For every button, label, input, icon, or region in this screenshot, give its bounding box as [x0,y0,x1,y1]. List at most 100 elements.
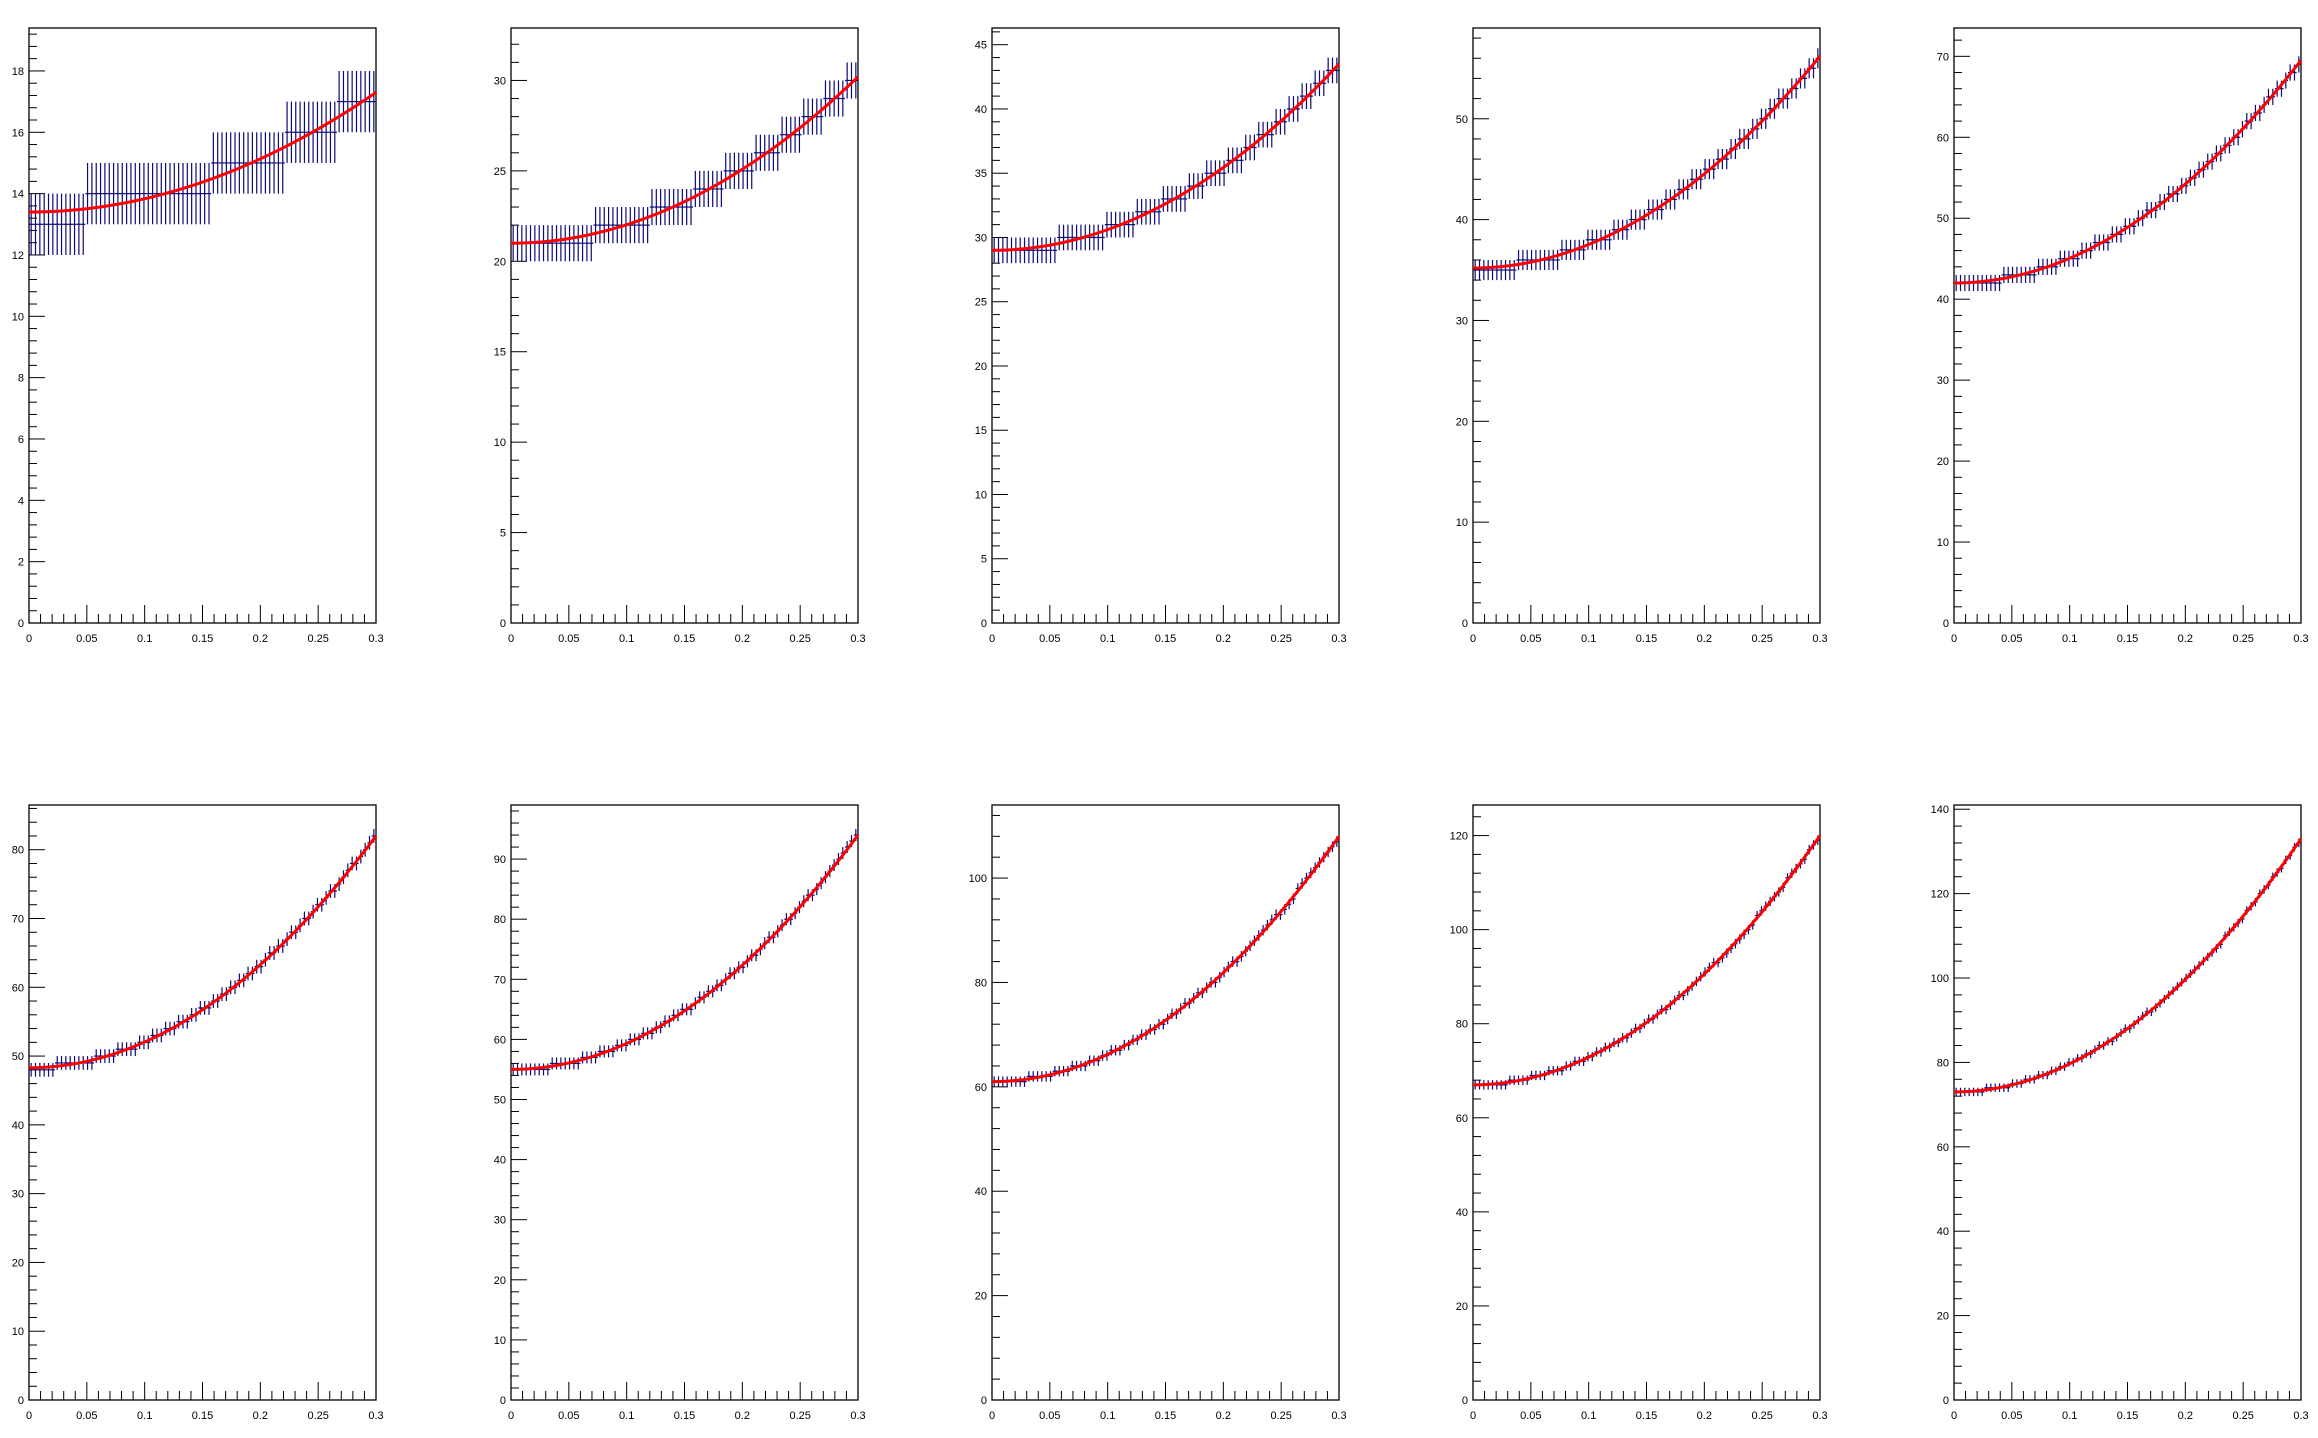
x-tick-label: 0.1 [2062,633,2077,645]
plot-frame [28,27,377,624]
fit-curve [510,834,860,1071]
y-tick-label: 60 [1937,1142,1949,1154]
y-tick-label: 30 [1456,315,1468,327]
y-tick-label: 30 [1937,375,1949,387]
fit-curve [1953,837,2303,1094]
chart-panel-2: 0 5 10 15 20 25 30 0 0.05 0.1 0.15 0.2 0.25 0.3 [494,27,866,645]
plot-frame [991,804,1340,1401]
x-tick-label: 0.25 [1751,1410,1772,1422]
fit-curve [1472,55,1822,270]
y-tick-label: 10 [1937,537,1949,549]
y-tick-label: 60 [1456,1113,1468,1125]
y-tick-label: 20 [1456,416,1468,428]
y-tick-label: 25 [975,297,987,309]
y-tick-label: 20 [12,1257,24,1269]
y-tick-label: 2 [18,557,24,569]
x-tick-label: 0.2 [735,633,750,645]
y-tick-label: 14 [12,189,24,201]
x-tick-label: 0.1 [619,633,634,645]
x-tick-label: 0.25 [1270,1410,1291,1422]
y-tick-label: 40 [1456,215,1468,227]
y-tick-label: 5 [500,528,506,540]
x-tick-label: 0.05 [1039,1410,1060,1422]
y-tick-label: 0 [1943,1395,1949,1407]
plot-frame [28,804,377,1401]
x-tick-label: 0.3 [368,633,383,645]
chart-panel-7: 0 10 20 30 40 50 60 70 80 90 0 0.05 0.1 0.15 0.2 0.25 0.… [494,804,866,1422]
x-tick-label: 0 [989,1410,995,1422]
y-tick-label: 30 [975,232,987,244]
y-tick-label: 10 [494,437,506,449]
y-tick-label: 40 [975,104,987,116]
plot-frame [1953,804,2302,1401]
x-tick-label: 0.15 [2117,633,2138,645]
x-tick-label: 0.2 [1697,633,1712,645]
x-tick-label: 0 [1470,633,1476,645]
y-tick-label: 20 [975,1291,987,1303]
x-tick-label: 0 [26,633,32,645]
chart-panel-9: 0 20 40 60 80 100 120 0 0.05 0.1 0.15 0.2 0.25 0.3 [1450,804,1828,1422]
y-tick-label: 80 [975,977,987,989]
y-tick-label: 60 [975,1082,987,1094]
y-tick-label: 100 [1931,973,1949,985]
chart-panel-4: 0 10 20 30 40 50 0 0.05 0.1 0.15 0.2 0.25 0.3 [1456,27,1828,645]
y-tick-label: 6 [18,434,24,446]
x-tick-label: 0.25 [789,633,810,645]
y-tick-label: 15 [975,425,987,437]
x-tick-label: 0.25 [2232,1410,2253,1422]
y-tick-label: 70 [494,974,506,986]
x-tick-label: 0.3 [1812,1410,1827,1422]
x-tick-label: 0.15 [1155,1410,1176,1422]
y-tick-label: 140 [1931,804,1949,816]
y-tick-label: 10 [12,1326,24,1338]
x-tick-label: 0.3 [2293,633,2308,645]
y-tick-label: 0 [1462,618,1468,630]
x-tick-label: 0.3 [2293,1410,2308,1422]
y-tick-label: 20 [1456,1301,1468,1313]
x-tick-label: 0.2 [1697,1410,1712,1422]
chart-panel-6: 0 10 20 30 40 50 60 70 80 0 0.05 0.1 0.15 0.2 0.25 0.3 [12,804,384,1422]
y-tick-label: 50 [12,1051,24,1063]
y-tick-label: 40 [1937,294,1949,306]
fit-curve [991,62,1341,252]
y-tick-label: 60 [1937,132,1949,144]
plot-frame [1472,804,1821,1401]
x-tick-label: 0.15 [192,1410,213,1422]
y-tick-label: 0 [500,1395,506,1407]
x-tick-label: 0.2 [2178,633,2193,645]
x-tick-label: 0.2 [253,633,268,645]
x-tick-label: 0.25 [1270,633,1291,645]
x-tick-label: 0.05 [1039,633,1060,645]
x-tick-label: 0.25 [789,1410,810,1422]
fit-curve [28,91,377,214]
y-tick-label: 80 [494,914,506,926]
x-tick-label: 0.05 [76,633,97,645]
chart-panel-10: 0 20 40 60 80 100 120 140 0 0.05 0.1 0.15 0.2 0.25 0.3 [1931,804,2309,1422]
y-tick-label: 120 [1931,889,1949,901]
y-tick-label: 10 [494,1335,506,1347]
y-tick-label: 70 [1937,51,1949,63]
x-tick-label: 0.1 [1581,1410,1596,1422]
x-tick-label: 0.25 [307,633,328,645]
y-tick-label: 120 [1450,831,1468,843]
x-tick-label: 0.1 [137,1410,152,1422]
y-tick-label: 80 [1937,1057,1949,1069]
x-tick-label: 0.2 [2178,1410,2193,1422]
y-tick-label: 0 [18,618,24,630]
x-tick-label: 0.05 [558,633,579,645]
y-tick-label: 35 [975,168,987,180]
y-tick-label: 40 [12,1120,24,1132]
x-tick-label: 0.05 [1520,1410,1541,1422]
chart-panel-5: 0 10 20 30 40 50 60 70 0 0.05 0.1 0.15 0.2 0.25 0.3 [1937,27,2309,645]
x-tick-label: 0.3 [850,1410,865,1422]
y-tick-label: 20 [494,256,506,268]
y-tick-label: 0 [1943,618,1949,630]
y-tick-label: 30 [12,1189,24,1201]
y-tick-label: 40 [975,1186,987,1198]
x-tick-label: 0 [508,633,514,645]
y-tick-label: 18 [12,66,24,78]
x-tick-label: 0.05 [2001,633,2022,645]
y-tick-label: 50 [494,1094,506,1106]
y-tick-label: 30 [494,75,506,87]
x-tick-label: 0.15 [674,633,695,645]
